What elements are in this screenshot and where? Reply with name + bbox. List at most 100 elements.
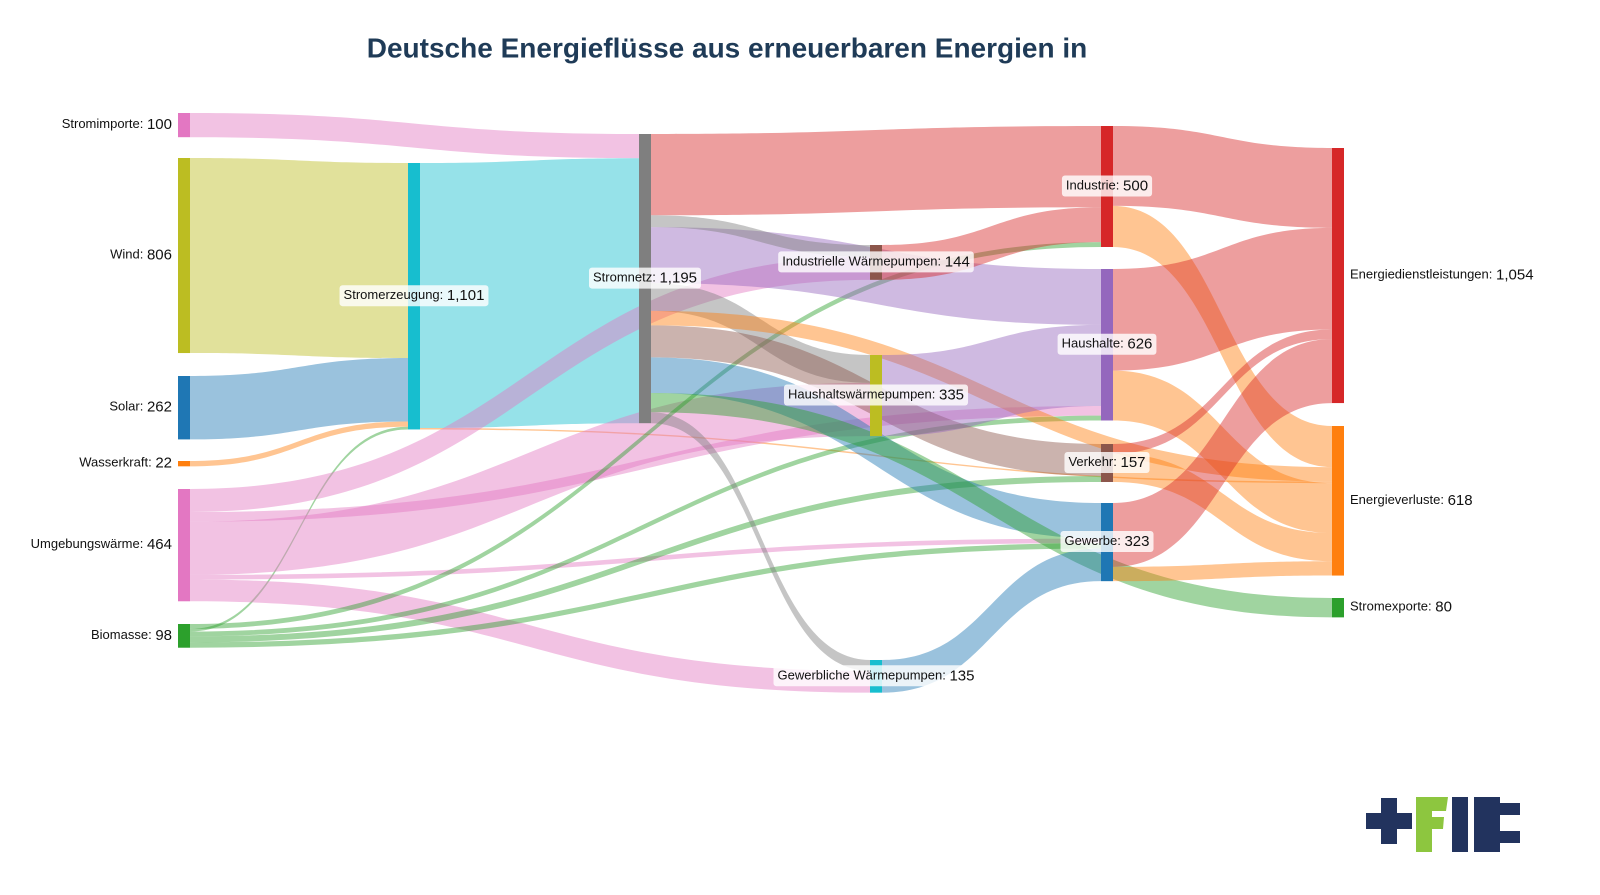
- node-label-group: Solar: 262: [109, 399, 172, 416]
- label-separator: :: [652, 270, 659, 285]
- label-background: [773, 665, 979, 687]
- node-name: Stromnetz: [593, 270, 652, 285]
- node-name: Gewerbe: [1064, 534, 1117, 549]
- node-label-group: Gewerbe: 323: [1060, 531, 1154, 553]
- node-name: Stromimporte: [62, 117, 140, 132]
- label-separator: :: [148, 455, 155, 470]
- node-label-group: Gewerbliche Wärmepumpen: 135: [773, 665, 979, 687]
- link: [651, 283, 870, 383]
- node-value: 626: [1127, 336, 1152, 353]
- link: [190, 358, 408, 440]
- label-background: [1057, 333, 1157, 355]
- node-name: Wind: [110, 247, 140, 262]
- node-label: Haushaltswärmepumpen: 335: [788, 387, 964, 404]
- node-label-group: Stromerzeugung: 1,101: [339, 285, 489, 307]
- label-separator: :: [1428, 599, 1435, 614]
- node-label: Solar: 262: [109, 399, 172, 416]
- node-label-group: Stromexporte: 80: [1350, 599, 1452, 616]
- node-value: 135: [949, 667, 974, 684]
- node: [178, 158, 190, 354]
- link: [1113, 227, 1332, 371]
- node-label: Stromerzeugung: 1,101: [344, 287, 485, 304]
- node-name: Stromexporte: [1350, 599, 1428, 614]
- label-background: [1061, 175, 1153, 197]
- node: [178, 624, 190, 648]
- link: [190, 538, 1101, 580]
- node-label: Verkehr: 157: [1068, 454, 1145, 471]
- node-name: Energieverluste: [1350, 492, 1440, 507]
- link: [420, 158, 639, 428]
- node-label-group: Umgebungswärme: 464: [31, 536, 172, 553]
- link: [651, 310, 1332, 482]
- node: [1332, 426, 1344, 576]
- logo-f: [1416, 797, 1448, 852]
- node-label-group: Wind: 806: [110, 246, 172, 263]
- node-label: Umgebungswärme: 464: [31, 536, 172, 553]
- link: [1113, 126, 1332, 228]
- node-label-group: Stromimporte: 100: [62, 116, 172, 133]
- node-label-group: Industrie: 500: [1061, 175, 1153, 197]
- link: [190, 475, 1101, 643]
- link: [882, 548, 1101, 693]
- label-separator: :: [1489, 267, 1496, 282]
- link: [190, 426, 408, 632]
- link: [190, 415, 1101, 637]
- node-value: 1,101: [447, 287, 485, 304]
- logo-bar: [1474, 797, 1500, 852]
- label-separator: :: [1120, 336, 1127, 351]
- label-separator: :: [140, 537, 147, 552]
- node-label-group: Haushalte: 626: [1057, 333, 1157, 355]
- label-separator: :: [938, 254, 945, 269]
- chart-title: Deutsche Energieflüsse aus erneuerbaren …: [367, 32, 1087, 63]
- node-label-group: Haushaltswärmepumpen: 335: [783, 384, 969, 406]
- link: [651, 215, 870, 257]
- node-value: 262: [147, 399, 172, 416]
- link: [190, 382, 870, 575]
- node-label: Energieverluste: 618: [1350, 492, 1473, 509]
- logo-bar: [1452, 797, 1468, 852]
- link: [1113, 561, 1332, 582]
- node-value: 806: [147, 246, 172, 263]
- node-label: Industrie: 500: [1066, 177, 1148, 194]
- node-value: 500: [1123, 177, 1148, 194]
- logo-bar: [1381, 798, 1397, 844]
- node-label-group: Wasserkraft: 22: [79, 455, 172, 472]
- node: [1332, 148, 1344, 404]
- link: [1113, 453, 1332, 562]
- node-name: Verkehr: [1068, 454, 1113, 469]
- node-name: Industrie: [1066, 178, 1116, 193]
- label-background: [778, 251, 974, 273]
- label-separator: :: [440, 288, 447, 303]
- link: [190, 256, 870, 512]
- node-value: 157: [1121, 454, 1146, 471]
- label-separator: :: [148, 627, 155, 642]
- label-separator: :: [1440, 492, 1447, 507]
- label-separator: :: [140, 247, 147, 262]
- link: [651, 357, 1101, 539]
- node-value: 1,054: [1496, 267, 1534, 284]
- node: [178, 376, 190, 440]
- label-separator: :: [1113, 454, 1120, 469]
- label-background: [1060, 531, 1154, 553]
- node-label-group: Verkehr: 157: [1064, 451, 1150, 473]
- node-label: Industrielle Wärmepumpen: 144: [782, 253, 970, 270]
- link: [190, 113, 639, 159]
- label-background: [783, 384, 969, 406]
- link: [190, 405, 1101, 522]
- node-value: 464: [147, 536, 172, 553]
- node-label: Energiedienstleistungen: 1,054: [1350, 267, 1534, 284]
- node-label-group: Energiedienstleistungen: 1,054: [1350, 267, 1534, 284]
- node-label: Stromimporte: 100: [62, 116, 172, 133]
- node: [178, 461, 190, 467]
- node-name: Biomasse: [91, 627, 148, 642]
- node-name: Energiedienstleistungen: [1350, 267, 1489, 282]
- link: [1113, 370, 1332, 533]
- links: [190, 113, 1332, 693]
- node-label-group: Stromnetz: 1,195: [588, 267, 702, 289]
- node-name: Wasserkraft: [79, 455, 148, 470]
- node-label: Stromnetz: 1,195: [593, 270, 697, 287]
- node-label: Haushalte: 626: [1062, 336, 1153, 353]
- node-name: Umgebungswärme: [31, 537, 140, 552]
- label-separator: :: [1117, 534, 1124, 549]
- label-separator: :: [140, 399, 147, 414]
